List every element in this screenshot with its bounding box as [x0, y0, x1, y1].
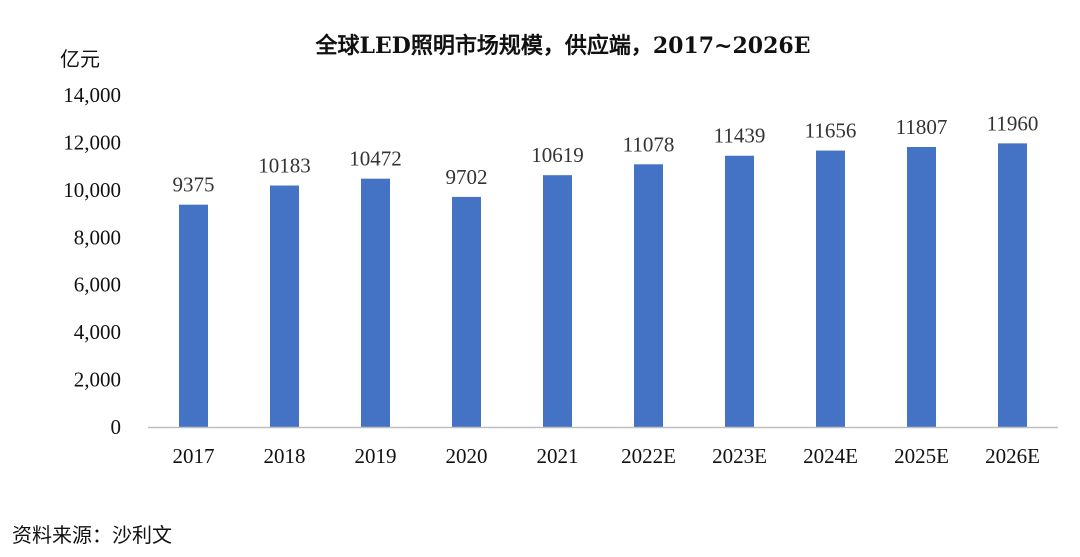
bar-2024E	[816, 150, 845, 427]
source-note: 资料来源：沙利文	[12, 523, 172, 547]
y-tick-label: 14,000	[63, 83, 121, 107]
bar-2025E	[907, 147, 936, 427]
y-tick-label: 4,000	[74, 320, 121, 344]
x-tick-label: 2026E	[985, 444, 1040, 468]
x-tick-label: 2020	[446, 444, 488, 468]
data-labels: 9375 10183 10472 9702 10619 11078 11439 11656 11…	[173, 111, 1039, 196]
x-tick-label: 2019	[355, 444, 397, 468]
x-tick-label: 2023E	[712, 444, 767, 468]
y-tick-label: 12,000	[63, 130, 121, 154]
y-tick-label: 2,000	[74, 368, 121, 392]
x-tick-label: 2025E	[894, 444, 949, 468]
chart-title: 全球LED照明市场规模，供应端，2017~2026E	[315, 33, 811, 59]
bar-2023E	[725, 155, 754, 427]
y-tick-label: 0	[111, 415, 122, 439]
data-label: 10183	[258, 154, 311, 178]
bar-2026E	[998, 143, 1027, 427]
data-label: 9375	[173, 173, 215, 197]
x-tick-label: 2021	[537, 444, 579, 468]
x-tick-label: 2022E	[621, 444, 676, 468]
x-tick-label: 2018	[264, 444, 306, 468]
data-label: 11656	[805, 119, 857, 143]
data-label: 11807	[896, 115, 948, 139]
bar-2021	[543, 175, 572, 427]
y-tick-label: 8,000	[74, 225, 121, 249]
bar-2017	[179, 204, 208, 427]
data-label: 10619	[531, 143, 584, 167]
y-tick-label: 6,000	[74, 273, 121, 297]
data-label: 10472	[349, 147, 402, 171]
bar-2020	[452, 196, 481, 427]
bar-2022E	[634, 164, 663, 427]
data-label: 11439	[714, 124, 766, 148]
y-tick-label: 10,000	[63, 178, 121, 202]
data-label: 11078	[623, 132, 675, 156]
bar-series	[179, 143, 1027, 427]
x-tick-label: 2017	[173, 444, 215, 468]
x-tick-label: 2024E	[803, 444, 858, 468]
bar-2019	[361, 178, 390, 427]
x-axis-ticks: 2017 2018 2019 2020 2021 2022E 2023E 2024E 2025E…	[173, 444, 1040, 468]
y-axis-unit-label: 亿元	[60, 47, 100, 71]
y-axis-ticks: 0 2,000 4,000 6,000 8,000 10,000 12,000 14,000	[63, 83, 121, 439]
data-label: 11960	[987, 111, 1039, 135]
bar-2018	[270, 185, 299, 427]
data-label: 9702	[446, 165, 488, 189]
